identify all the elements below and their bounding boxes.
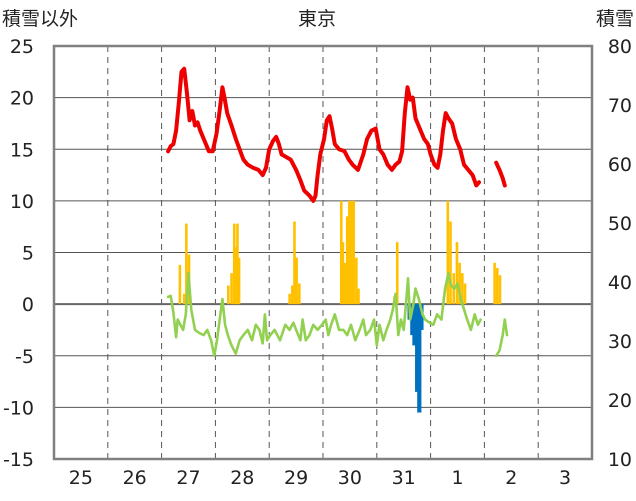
precip-bar [227, 285, 230, 305]
precip-bar [234, 247, 238, 305]
precip-bar [455, 242, 459, 305]
right-tick-label: 80 [608, 36, 632, 58]
right-tick-label: 20 [608, 390, 632, 412]
precip-bar [232, 223, 236, 305]
left-tick-label: 25 [10, 36, 34, 58]
red-series-line [494, 160, 507, 188]
precip-bar [352, 200, 355, 305]
precip-bar [293, 221, 296, 305]
right-tick-label: 70 [608, 95, 632, 117]
left-tick-label: -5 [15, 346, 34, 368]
left-tick-label: 10 [10, 191, 34, 213]
green-series-line [166, 271, 482, 358]
right-tick-label: 30 [608, 331, 632, 353]
x-tick-label: 3 [559, 467, 571, 489]
grid [54, 46, 592, 459]
precip-bar [298, 283, 301, 305]
x-tick-label: 26 [123, 467, 147, 489]
precip-bar [185, 223, 188, 305]
precip-bar [341, 242, 345, 305]
snow-bar [415, 304, 420, 392]
precip-bar [458, 262, 461, 305]
snow-bar [417, 304, 422, 413]
left-tick-label: -15 [3, 449, 34, 471]
precip-bar [449, 221, 452, 305]
precip-bar [339, 200, 343, 305]
precip-bar [463, 283, 467, 305]
precip-bar [446, 200, 450, 305]
snow-bar [419, 304, 424, 330]
precip-bar [395, 242, 399, 305]
x-tick-label: 25 [69, 467, 93, 489]
right-axis-label: 積雪 [596, 8, 634, 30]
right-tick-label: 50 [608, 213, 632, 235]
precip-bar [498, 275, 502, 305]
precip-bar [493, 262, 496, 305]
x-tick-label: 30 [338, 467, 362, 489]
snow-bar [410, 304, 415, 336]
right-tick-label: 60 [608, 154, 632, 176]
precip-bar [343, 262, 347, 305]
x-tick-label: 27 [176, 467, 200, 489]
precip-bar [182, 293, 186, 305]
left-tick-label: 15 [10, 139, 34, 161]
precip-bar [237, 257, 241, 305]
plot-frame [52, 44, 594, 461]
precip-bar [295, 257, 298, 305]
left-tick-label: 5 [22, 243, 34, 265]
precip-bar [291, 285, 294, 305]
right-tick-label: 40 [608, 272, 632, 294]
x-tick-label: 28 [230, 467, 254, 489]
left-tick-label: 20 [10, 88, 34, 110]
lines [166, 66, 509, 358]
precip-bar [288, 293, 291, 305]
precip-bar [348, 200, 351, 305]
x-tick-label: 2 [505, 467, 517, 489]
left-tick-label: -10 [3, 397, 34, 419]
left-tick-label: 0 [22, 294, 34, 316]
precip-bar [357, 288, 360, 305]
x-tick-label: 31 [392, 467, 416, 489]
precip-bar [461, 273, 464, 305]
precip-bar [345, 216, 349, 305]
green-series-line [494, 318, 509, 358]
precip-bar [230, 273, 233, 305]
precip-bar [496, 267, 499, 305]
left-axis-label: 積雪以外 [2, 8, 78, 30]
x-tick-label: 1 [451, 467, 463, 489]
chart-title: 東京 [298, 8, 336, 30]
precip-bar [236, 223, 239, 305]
precip-bar [178, 264, 182, 305]
right-tick-label: 10 [608, 449, 632, 471]
plot-border [52, 44, 594, 461]
x-tick-label: 29 [284, 467, 308, 489]
snow-bar [412, 304, 417, 346]
red-series-line [166, 66, 481, 203]
precip-bar [350, 200, 353, 305]
precip-bar [355, 257, 358, 305]
